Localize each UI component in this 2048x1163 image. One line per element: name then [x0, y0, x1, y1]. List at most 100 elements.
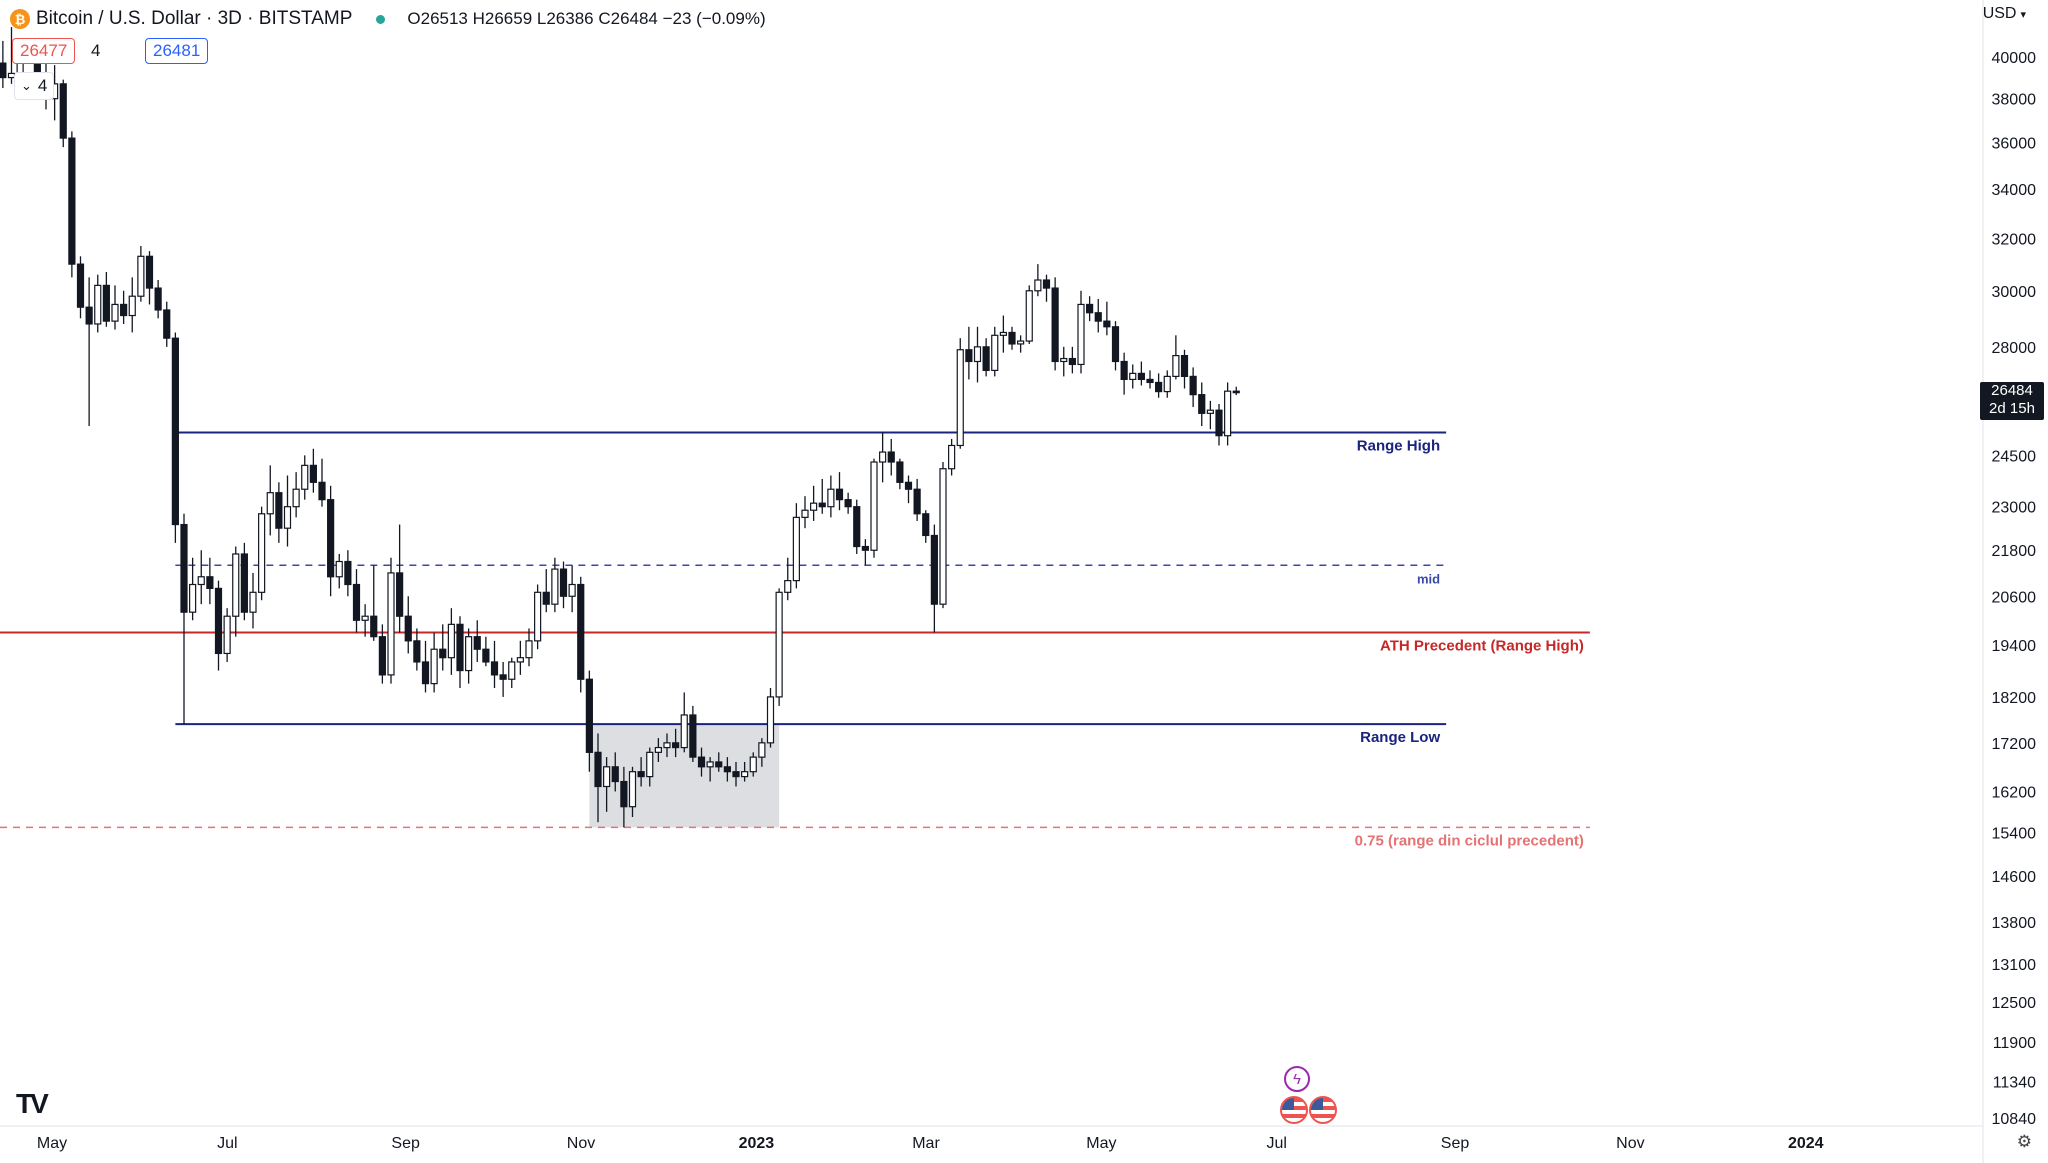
x-tick-label: Jul	[217, 1135, 237, 1152]
y-tick-label: 18200	[1992, 690, 2037, 707]
candle	[835, 472, 844, 511]
candle-body	[206, 576, 214, 590]
candle-body	[266, 492, 274, 515]
candle-body	[1129, 372, 1137, 381]
candle	[1060, 346, 1068, 377]
candle	[965, 326, 973, 380]
candle	[896, 458, 904, 490]
candle-body	[663, 742, 671, 749]
candle-body	[447, 623, 455, 659]
y-tick-label: 15400	[1992, 826, 2037, 843]
candle-body	[594, 751, 602, 788]
candle	[413, 628, 421, 671]
candle	[232, 546, 240, 637]
settings-gear-icon[interactable]: ⚙	[2016, 1132, 2032, 1151]
candle-body	[335, 560, 343, 578]
candle	[603, 757, 611, 812]
candle	[973, 326, 982, 383]
candle	[171, 332, 179, 543]
candle-body	[982, 346, 990, 372]
candle-body	[283, 506, 292, 529]
market-status-dot	[376, 14, 386, 24]
candle	[1103, 301, 1111, 336]
candle-body	[827, 488, 835, 508]
candle-body	[1155, 381, 1163, 393]
indicators-toggle[interactable]: ⌄ 4	[14, 72, 55, 100]
candle-body	[784, 580, 792, 593]
candle-body	[904, 481, 913, 490]
candle	[758, 738, 766, 767]
candle	[361, 604, 369, 637]
y-tick-label: 19400	[1992, 638, 2037, 655]
candle-body	[301, 464, 309, 490]
candle	[335, 553, 343, 589]
x-tick-label: Mar	[912, 1135, 940, 1152]
x-tick-label: May	[1086, 1135, 1116, 1152]
candle	[1094, 298, 1102, 333]
candle-body	[1060, 357, 1068, 363]
candle-body	[232, 553, 240, 617]
candle	[396, 524, 404, 633]
tradingview-logo-icon[interactable]: TV	[16, 1088, 49, 1119]
level-label: Range High	[1357, 437, 1440, 454]
sell-price-button[interactable]: 26477	[12, 38, 76, 64]
candle	[1224, 382, 1232, 446]
candle-body	[370, 615, 378, 638]
candle-body	[76, 263, 85, 308]
candle-body	[240, 553, 248, 613]
us-flag-icon[interactable]	[1280, 1096, 1308, 1124]
us-flag-icon[interactable]	[1309, 1096, 1337, 1124]
candle-body	[965, 349, 973, 363]
candle-body	[421, 661, 430, 685]
y-tick-label: 23000	[1992, 500, 2037, 517]
candle	[879, 432, 887, 483]
candle-body	[853, 506, 861, 548]
candle-body	[939, 468, 947, 605]
candle-body	[1232, 390, 1240, 394]
candle-body	[585, 678, 593, 753]
candle-body	[378, 636, 386, 676]
candle	[594, 733, 602, 823]
candle	[930, 524, 938, 633]
candle	[904, 475, 913, 504]
candle-body	[922, 513, 930, 537]
y-tick-label: 13100	[1992, 957, 2037, 974]
candle-body	[258, 513, 266, 593]
candle-body	[309, 464, 317, 483]
candle-body	[749, 756, 757, 773]
y-tick-label: 21800	[1992, 543, 2037, 560]
candle-body	[189, 583, 197, 613]
level-label: ATH Precedent (Range High)	[1380, 638, 1584, 655]
candle	[801, 496, 809, 529]
candle	[715, 752, 723, 772]
candle-body	[249, 591, 257, 613]
candle-body	[525, 640, 533, 659]
candle	[732, 761, 740, 787]
candle-body	[697, 756, 706, 768]
candle	[1051, 277, 1059, 371]
candle	[275, 482, 283, 543]
candle	[447, 608, 455, 675]
candle-body	[465, 636, 473, 672]
candle	[1068, 346, 1076, 374]
candle	[499, 661, 507, 697]
candle-body	[0, 62, 7, 79]
lightning-icon[interactable]: ϟ	[1284, 1066, 1310, 1092]
candle-body	[352, 583, 361, 621]
buy-price-button[interactable]: 26481	[145, 38, 209, 64]
candle	[749, 752, 757, 777]
symbol-title[interactable]: Bitcoin / U.S. Dollar · 3D · BITSTAMP	[36, 8, 353, 29]
candle-body	[85, 306, 93, 325]
candle	[145, 251, 154, 305]
candle-body	[214, 587, 223, 655]
candle-body	[197, 576, 205, 586]
currency-selector[interactable]: USD ▾	[1983, 5, 2026, 23]
candle-body	[145, 255, 154, 289]
candle	[301, 455, 309, 500]
candle	[542, 569, 550, 613]
candle-body	[732, 771, 740, 778]
candle	[646, 747, 654, 787]
candle-body	[1137, 372, 1145, 381]
candle-body	[672, 742, 680, 749]
